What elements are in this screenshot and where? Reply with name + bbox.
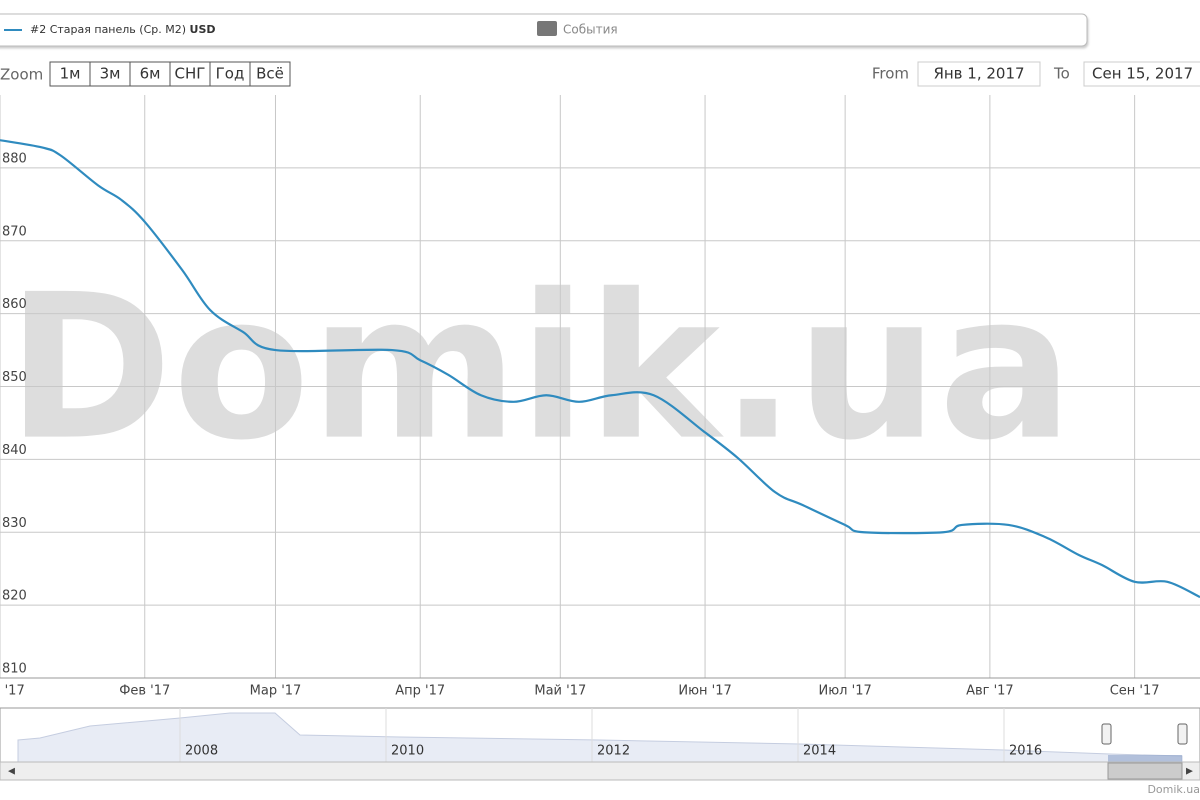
zoom-button[interactable]: 3м: [89, 61, 131, 87]
legend-item[interactable]: #2 Старая панель (Ср. М2) USD: [30, 23, 216, 36]
button-label: Всё: [256, 65, 284, 83]
watermark: Domik.ua: [7, 252, 1074, 485]
x-tick-label: Янв '17: [0, 684, 25, 699]
button-label: СНГ: [175, 65, 206, 83]
navigator-year: 2008: [185, 744, 218, 759]
y-tick-label: 820: [2, 589, 27, 604]
navigator: 2008 2010 2012 2014 2016 ◀ ▶: [0, 707, 1200, 781]
from-input[interactable]: [917, 61, 1041, 87]
x-tick-label: Июн '17: [678, 684, 731, 699]
events-legend[interactable]: События: [563, 23, 618, 37]
x-tick-label: Фев '17: [119, 684, 170, 699]
zoom-button[interactable]: СНГ: [169, 61, 211, 87]
from-label: From: [872, 65, 909, 83]
navigator-handle[interactable]: [1101, 723, 1112, 745]
button-label: 6м: [140, 65, 161, 83]
x-tick-label: Авг '17: [966, 684, 1014, 699]
x-tick-label: Май '17: [534, 684, 586, 699]
button-box: [129, 61, 171, 87]
legend-unit: USD: [190, 23, 216, 36]
button-label: 3м: [100, 65, 121, 83]
navigator-year: 2012: [597, 744, 630, 759]
y-tick-label: 860: [2, 297, 27, 312]
button-box: [49, 61, 91, 87]
to-label: To: [1053, 65, 1070, 83]
y-tick-label: 870: [2, 224, 27, 239]
to-input[interactable]: [1083, 61, 1200, 87]
scrollbar-thumb[interactable]: [1107, 762, 1183, 780]
y-tick-label: 840: [2, 443, 27, 458]
events-symbol: [537, 21, 557, 36]
from-value: Янв 1, 2017: [933, 65, 1024, 83]
scroll-left[interactable]: ◀: [8, 767, 15, 777]
navigator-selection: [1108, 755, 1182, 762]
x-tick-label: Сен '17: [1110, 684, 1160, 699]
zoom-button[interactable]: 6м: [129, 61, 171, 87]
button-box: [89, 61, 131, 87]
scrollbar[interactable]: [0, 761, 1200, 781]
legend-name: #2 Старая панель (Ср. М2): [30, 23, 186, 36]
scroll-right[interactable]: ▶: [1186, 767, 1193, 777]
x-tick-label: Июл '17: [819, 684, 872, 699]
credits[interactable]: Domik.ua: [1147, 783, 1200, 796]
navigator-year: 2016: [1009, 744, 1042, 759]
navigator-year: 2010: [391, 744, 424, 759]
y-tick-label: 810: [2, 662, 27, 677]
x-tick-label: Апр '17: [395, 684, 445, 699]
y-tick-label: 830: [2, 516, 27, 531]
button-box: [249, 61, 291, 87]
y-tick-label: 850: [2, 370, 27, 385]
x-tick-label: Мар '17: [250, 684, 302, 699]
button-label: 1м: [60, 65, 81, 83]
zoom-button[interactable]: Всё: [249, 61, 291, 87]
navigator-handle[interactable]: [1177, 723, 1188, 745]
series-line: [0, 139, 1200, 599]
zoom-button[interactable]: Год: [209, 61, 251, 87]
button-label: Год: [216, 65, 245, 83]
zoom-label: Zoom: [0, 66, 43, 84]
y-tick-label: 880: [2, 151, 27, 166]
to-value: Сен 15, 2017: [1092, 65, 1193, 83]
zoom-button[interactable]: 1м: [49, 61, 91, 87]
navigator-year: 2014: [803, 744, 836, 759]
